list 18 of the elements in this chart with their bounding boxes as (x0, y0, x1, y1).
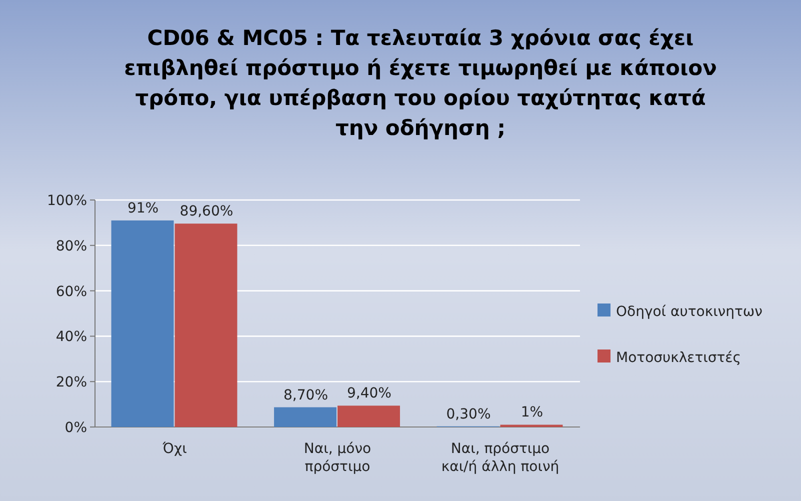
x-tick-label: Ναι, μόνο πρόστιμο (304, 441, 372, 475)
y-tick-label: 40% (56, 329, 87, 346)
legend-label: Μοτοσυκλετιστές (616, 350, 741, 366)
x-tick-label: Ναι, πρόστιμο και/ή άλλη ποινή (441, 441, 560, 475)
data-label: 9,40% (346, 386, 392, 402)
data-label: 0,30% (446, 406, 491, 422)
legend-label: Οδηγοί αυτοκινητων (616, 304, 763, 320)
y-tick-label: 100% (46, 193, 87, 209)
y-tick-label: 20% (56, 374, 87, 391)
chart-title: CD06 & MC05 : Τα τελευταία 3 χρόνια σας έχει επιβληθεί πρόστιμο ή έχετε τιμωρηθεί με κάποιον τρόπο, για υπέρβαση του ορίου ταχύτητας κατά την οδήγηση ; (124, 26, 717, 140)
y-tick-label: 60% (56, 284, 87, 300)
data-label: 91% (127, 200, 159, 216)
x-tick-label: Όχι (162, 441, 188, 457)
y-tick-label: 80% (56, 238, 87, 254)
data-label: 89,60% (180, 204, 234, 220)
y-tick-label: 0% (64, 420, 87, 436)
data-label: 1% (520, 404, 544, 421)
data-label: 8,70% (284, 387, 328, 404)
